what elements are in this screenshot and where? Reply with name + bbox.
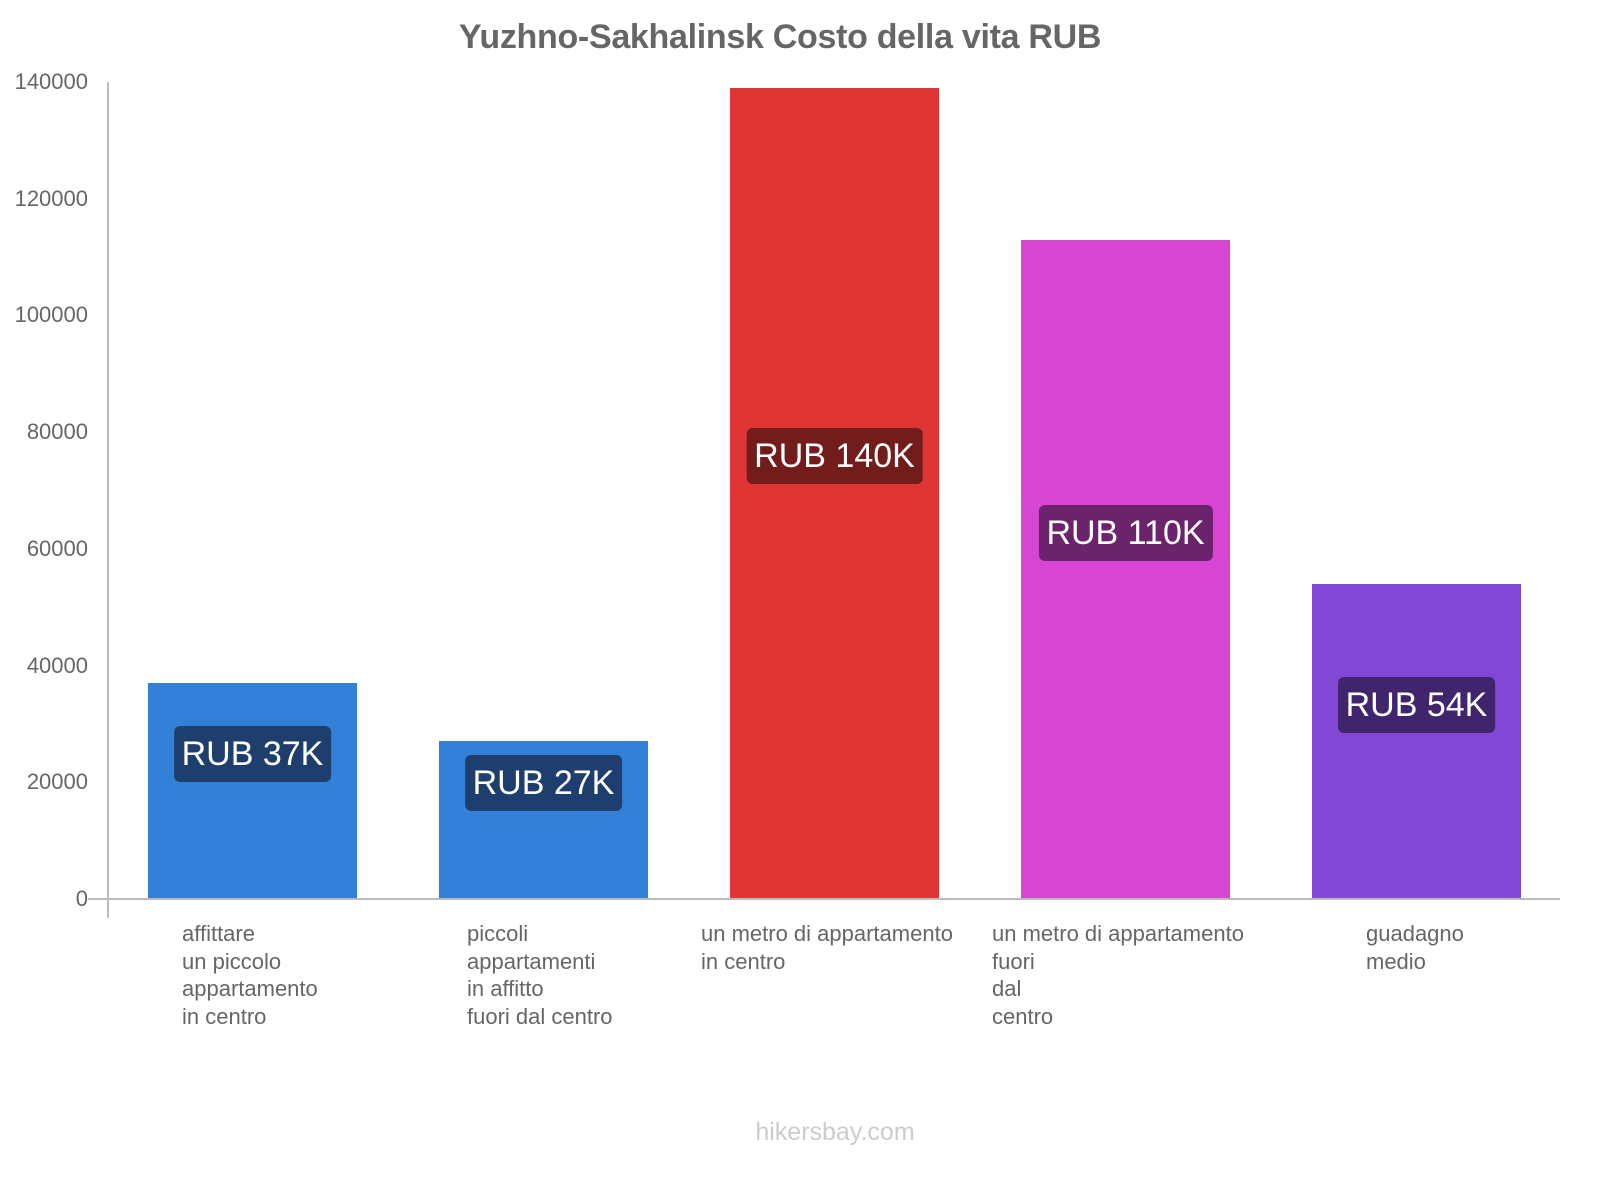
x-tick-label: un metro di appartamento fuori dal centr… bbox=[992, 921, 1244, 1029]
bar-value-label: RUB 110K bbox=[1038, 504, 1213, 561]
x-axis-line bbox=[88, 898, 1560, 900]
bar-value-label: RUB 54K bbox=[1337, 676, 1496, 733]
bar[interactable]: RUB 140K bbox=[730, 87, 939, 899]
y-tick-label: 120000 bbox=[14, 185, 88, 211]
x-tick-label: affittare un piccolo appartamento in cen… bbox=[182, 921, 318, 1029]
bar-value-label: RUB 27K bbox=[464, 754, 623, 811]
x-tick-label: piccoli appartamenti in affitto fuori da… bbox=[467, 921, 613, 1029]
y-tick-label: 20000 bbox=[26, 769, 88, 795]
bar[interactable]: RUB 27K bbox=[439, 741, 648, 899]
bar[interactable]: RUB 110K bbox=[1021, 239, 1230, 899]
y-tick-label: 40000 bbox=[26, 652, 88, 678]
bar[interactable]: RUB 54K bbox=[1312, 583, 1521, 899]
x-tick-label: un metro di appartamento in centro bbox=[701, 921, 953, 974]
bar-value-label: RUB 37K bbox=[173, 725, 332, 782]
bar[interactable]: RUB 37K bbox=[148, 683, 357, 899]
watermark: hikersbay.com bbox=[755, 1118, 915, 1146]
y-axis-line bbox=[107, 82, 109, 918]
y-tick-label: 0 bbox=[75, 886, 88, 911]
y-tick-label: 80000 bbox=[26, 419, 88, 445]
y-tick-label: 140000 bbox=[14, 69, 88, 94]
chart-title: Yuzhno-Sakhalinsk Costo della vita RUB bbox=[458, 18, 1102, 56]
y-tick-label: 60000 bbox=[26, 535, 88, 561]
x-tick-label: guadagno medio bbox=[1366, 921, 1464, 974]
bar-value-label: RUB 140K bbox=[746, 427, 923, 484]
y-tick-label: 100000 bbox=[14, 302, 88, 328]
